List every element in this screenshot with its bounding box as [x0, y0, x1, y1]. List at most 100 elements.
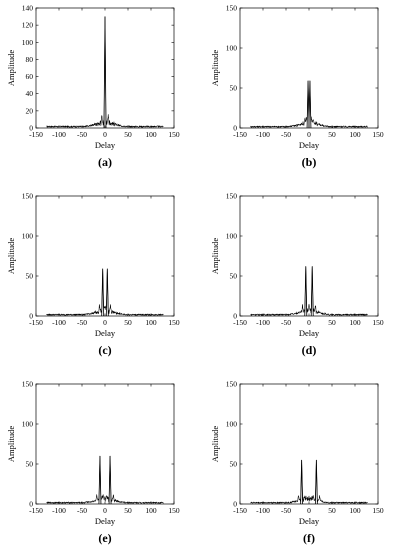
x-tick-label: -100 [52, 506, 66, 515]
x-tick-label: -150 [29, 318, 43, 327]
plot-frame [239, 383, 379, 505]
x-tick-label: -50 [77, 318, 87, 327]
x-tick-label: 150 [168, 318, 180, 327]
x-tick-label: 50 [124, 318, 132, 327]
y-tick-label: 150 [226, 4, 238, 13]
peak-mark [98, 455, 102, 505]
x-tick-label: 150 [372, 130, 384, 139]
y-tick-label: 50 [230, 84, 238, 93]
x-tick-label: -150 [29, 506, 43, 515]
y-tick-label: 80 [26, 55, 34, 64]
peak-mark [300, 459, 304, 505]
y-tick-label: 150 [22, 380, 34, 389]
plot-frame [35, 195, 175, 317]
x-tick-label: 100 [145, 130, 157, 139]
x-tick-label: 0 [307, 506, 311, 515]
y-axis-label: Amplitude [6, 426, 16, 463]
peak-mark [103, 16, 107, 129]
x-tick-label: 50 [328, 130, 336, 139]
y-tick-label: 120 [22, 21, 34, 30]
x-tick-label: -100 [256, 506, 270, 515]
y-tick-label: 150 [22, 192, 34, 201]
y-tick-label: 50 [26, 272, 34, 281]
x-tick-label: -50 [281, 130, 291, 139]
y-tick-label: 0 [233, 500, 237, 509]
chart-panel-f: -150 -100 -50 0 50 100 150 0 50 100 150 Delay Amplit… [210, 380, 384, 546]
x-tick-label: -50 [281, 318, 291, 327]
y-tick-label: 50 [230, 272, 238, 281]
x-axis-label: Delay [95, 328, 116, 338]
x-tick-label: -100 [256, 130, 270, 139]
x-tick-label: 100 [349, 130, 361, 139]
y-axis-label: Amplitude [6, 238, 16, 275]
x-tick-label: 150 [372, 318, 384, 327]
peak-mark [108, 455, 112, 505]
series-line [46, 455, 164, 504]
panel-label: (e) [98, 531, 111, 545]
x-tick-label: -50 [77, 506, 87, 515]
plot-frame [35, 383, 175, 505]
y-tick-label: 0 [29, 124, 33, 133]
x-tick-label: -50 [281, 506, 291, 515]
plot-frame [239, 195, 379, 317]
chart-panel-a: -150 -100 -50 0 50 100 150 0 20 40 60 80 100 120 140 De… [6, 4, 180, 170]
x-tick-label: 150 [372, 506, 384, 515]
peak-mark [101, 268, 105, 317]
chart-panel-d: -150 -100 -50 0 50 100 150 0 50 100 150 Delay Amplit… [210, 192, 384, 358]
chart-panel-c: -150 -100 -50 0 50 100 150 0 50 100 150 Delay Amplit… [6, 192, 180, 358]
x-tick-label: 150 [168, 130, 180, 139]
x-tick-label: 100 [349, 318, 361, 327]
x-tick-label: 150 [168, 506, 180, 515]
y-tick-label: 150 [226, 192, 238, 201]
peak-mark [304, 266, 308, 317]
series-line [250, 266, 368, 316]
y-axis-label: Amplitude [6, 50, 16, 87]
y-tick-label: 100 [22, 420, 34, 429]
chart-panel-e: -150 -100 -50 0 50 100 150 0 50 100 150 Delay Amplit… [6, 380, 180, 546]
peak-mark [105, 268, 109, 317]
y-tick-label: 140 [22, 4, 34, 13]
x-tick-label: 100 [145, 506, 157, 515]
x-tick-label: 0 [307, 130, 311, 139]
peak-mark [306, 80, 310, 129]
y-axis-label: Amplitude [210, 426, 220, 463]
peak-mark [308, 80, 312, 129]
y-tick-label: 100 [226, 232, 238, 241]
chart-panel-b: -150 -100 -50 0 50 100 150 0 50 100 150 Delay Amplit… [210, 4, 384, 170]
panel-label: (c) [98, 343, 111, 357]
x-tick-label: 0 [307, 318, 311, 327]
x-tick-label: -50 [77, 130, 87, 139]
x-tick-label: -100 [52, 318, 66, 327]
panel-label: (a) [98, 155, 112, 169]
x-tick-label: 50 [328, 318, 336, 327]
x-tick-label: 0 [103, 318, 107, 327]
x-tick-label: 50 [124, 506, 132, 515]
y-tick-label: 100 [22, 232, 34, 241]
y-tick-label: 0 [233, 124, 237, 133]
series-line [46, 268, 164, 316]
panel-label: (f) [303, 531, 315, 545]
y-tick-label: 100 [226, 44, 238, 53]
x-tick-label: 50 [328, 506, 336, 515]
x-tick-label: -150 [233, 130, 247, 139]
y-tick-label: 20 [26, 106, 34, 115]
y-tick-label: 50 [26, 460, 34, 469]
y-tick-label: 0 [233, 312, 237, 321]
x-axis-label: Delay [95, 516, 116, 526]
y-tick-label: 0 [29, 500, 33, 509]
panel-label: (b) [302, 155, 317, 169]
panel-label: (d) [302, 343, 317, 357]
peak-mark [314, 459, 318, 505]
x-axis-label: Delay [299, 328, 320, 338]
x-tick-label: -150 [233, 318, 247, 327]
x-tick-label: 100 [349, 506, 361, 515]
y-axis-label: Amplitude [210, 50, 220, 87]
x-axis-label: Delay [95, 140, 116, 150]
y-tick-label: 50 [230, 460, 238, 469]
y-tick-label: 40 [26, 89, 34, 98]
x-tick-label: -100 [52, 130, 66, 139]
x-tick-label: 0 [103, 506, 107, 515]
peak-mark [310, 266, 314, 317]
x-tick-label: -100 [256, 318, 270, 327]
